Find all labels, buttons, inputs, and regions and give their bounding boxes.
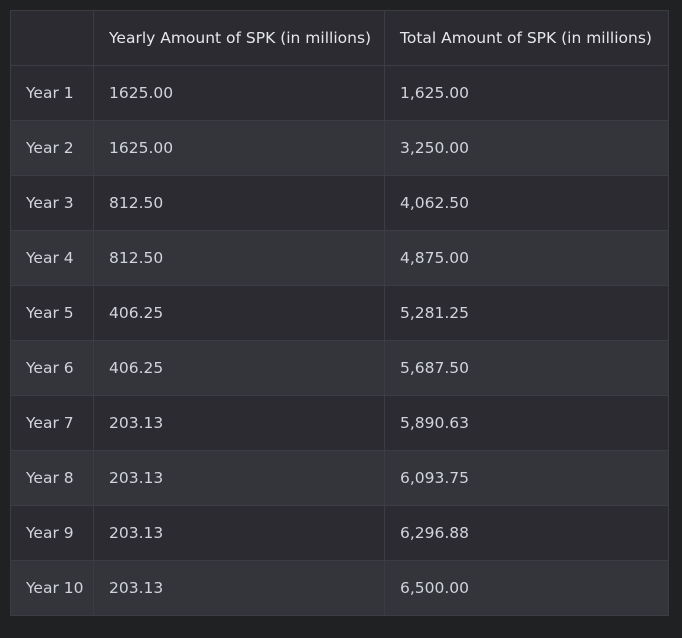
header-cell-yearly-amount: Yearly Amount of SPK (in millions)	[93, 10, 385, 66]
table-row: Year 5 406.25 5,281.25	[10, 285, 669, 341]
table-row: Year 7 203.13 5,890.63	[10, 395, 669, 451]
year-cell: Year 5	[10, 285, 94, 341]
table-row: Year 4 812.50 4,875.00	[10, 230, 669, 286]
yearly-amount-cell: 1625.00	[93, 65, 385, 121]
table-row: Year 2 1625.00 3,250.00	[10, 120, 669, 176]
total-amount-cell: 4,875.00	[384, 230, 669, 286]
yearly-amount-cell: 406.25	[93, 340, 385, 396]
year-cell: Year 2	[10, 120, 94, 176]
table-row: Year 8 203.13 6,093.75	[10, 450, 669, 506]
total-amount-cell: 5,890.63	[384, 395, 669, 451]
table-row: Year 1 1625.00 1,625.00	[10, 65, 669, 121]
yearly-amount-cell: 203.13	[93, 395, 385, 451]
year-cell: Year 1	[10, 65, 94, 121]
total-amount-cell: 3,250.00	[384, 120, 669, 176]
total-amount-cell: 5,281.25	[384, 285, 669, 341]
total-amount-cell: 6,296.88	[384, 505, 669, 561]
year-cell: Year 3	[10, 175, 94, 231]
year-cell: Year 4	[10, 230, 94, 286]
table-row: Year 10 203.13 6,500.00	[10, 560, 669, 616]
table-row: Year 6 406.25 5,687.50	[10, 340, 669, 396]
year-cell: Year 7	[10, 395, 94, 451]
header-cell-total-amount: Total Amount of SPK (in millions)	[384, 10, 669, 66]
table-row: Year 3 812.50 4,062.50	[10, 175, 669, 231]
header-cell-year	[10, 10, 94, 66]
total-amount-cell: 6,093.75	[384, 450, 669, 506]
yearly-amount-cell: 203.13	[93, 450, 385, 506]
year-cell: Year 8	[10, 450, 94, 506]
table-container: Yearly Amount of SPK (in millions) Total…	[10, 10, 669, 616]
yearly-amount-cell: 812.50	[93, 175, 385, 231]
yearly-amount-cell: 812.50	[93, 230, 385, 286]
table-header-row: Yearly Amount of SPK (in millions) Total…	[10, 10, 669, 66]
total-amount-cell: 5,687.50	[384, 340, 669, 396]
yearly-amount-cell: 1625.00	[93, 120, 385, 176]
spk-table: Yearly Amount of SPK (in millions) Total…	[10, 10, 669, 616]
total-amount-cell: 4,062.50	[384, 175, 669, 231]
year-cell: Year 6	[10, 340, 94, 396]
total-amount-cell: 1,625.00	[384, 65, 669, 121]
table-row: Year 9 203.13 6,296.88	[10, 505, 669, 561]
year-cell: Year 9	[10, 505, 94, 561]
year-cell: Year 10	[10, 560, 94, 616]
yearly-amount-cell: 406.25	[93, 285, 385, 341]
total-amount-cell: 6,500.00	[384, 560, 669, 616]
yearly-amount-cell: 203.13	[93, 560, 385, 616]
yearly-amount-cell: 203.13	[93, 505, 385, 561]
